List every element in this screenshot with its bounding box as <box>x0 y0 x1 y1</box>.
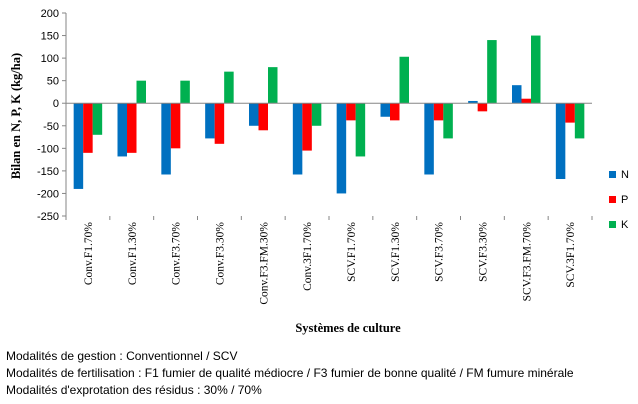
x-category-label: SCV.F3.FM.70% <box>521 222 533 302</box>
bar-P-7 <box>390 103 400 121</box>
bar-N-4 <box>249 103 259 126</box>
y-tick-label: -50 <box>43 121 59 133</box>
note-fertilisation: Modalités de fertilisation : F1 fumier d… <box>6 366 574 380</box>
y-tick-label: -100 <box>37 143 59 155</box>
bar-P-3 <box>214 103 225 144</box>
x-category-label: SCV.3F1.70% <box>565 222 577 288</box>
bar-N-5 <box>292 103 303 175</box>
y-tick-label: -200 <box>37 188 59 200</box>
legend-label-N: N <box>621 169 629 181</box>
bar-N-7 <box>380 103 390 117</box>
bar-P-4 <box>258 103 268 131</box>
y-tick-label: 200 <box>41 8 59 20</box>
bar-N-2 <box>161 103 171 175</box>
bar-K-5 <box>311 103 322 126</box>
x-category-label: Conv.F3.FM.30% <box>258 222 270 305</box>
legend: N P K <box>609 169 629 231</box>
legend-label-P: P <box>621 194 628 206</box>
bar-N-1 <box>117 103 127 157</box>
bar-N-9 <box>468 100 478 104</box>
bar-N-0 <box>73 103 84 189</box>
x-category-label: SCV.F1.30% <box>390 222 402 282</box>
x-category-label: Conv.3F1.70% <box>302 222 314 291</box>
bar-N-6 <box>336 103 347 194</box>
y-axis-title: Bilan en N, P, K (kg/ha) <box>9 53 23 179</box>
bar-K-10 <box>531 35 541 104</box>
bar-K-7 <box>399 56 409 104</box>
y-tick-label: 50 <box>47 76 59 88</box>
bar-N-8 <box>424 103 434 175</box>
bar-P-5 <box>302 103 312 151</box>
x-category-label: SCV.F1.70% <box>346 222 358 282</box>
y-tick-label: 100 <box>41 53 59 65</box>
legend-swatch-K <box>609 221 616 228</box>
bar-P-8 <box>433 103 444 121</box>
y-axis-ticks: -250 -200 -150 -100 -50 0 50 100 150 200 <box>37 8 66 223</box>
bar-K-1 <box>136 80 146 104</box>
x-category-label: SCV.F3.70% <box>434 222 446 282</box>
bar-P-9 <box>477 103 488 112</box>
x-category-label: SCV.F3.30% <box>477 222 489 282</box>
x-axis-categories: Conv.F1.70% Conv.F1.30% Conv.F3.70% Conv.F3… <box>65 216 593 305</box>
bar-K-4 <box>268 67 278 104</box>
bar-P-10 <box>521 98 531 104</box>
bar-P-0 <box>83 103 93 153</box>
bar-K-3 <box>224 71 234 104</box>
note-management: Modalités de gestion : Conventionnel / S… <box>6 349 238 363</box>
bar-K-6 <box>355 103 366 157</box>
bar-K-0 <box>92 103 103 135</box>
y-tick-label: -250 <box>37 211 59 223</box>
bar-K-9 <box>487 40 497 104</box>
bar-N-3 <box>205 103 215 139</box>
legend-swatch-N <box>609 171 616 178</box>
x-category-label: Conv.F1.70% <box>83 222 95 286</box>
legend-swatch-P <box>609 196 616 203</box>
bars <box>73 35 585 194</box>
legend-label-K: K <box>621 219 629 231</box>
axes <box>65 13 592 216</box>
x-category-label: Conv.F3.30% <box>214 222 226 286</box>
bar-K-11 <box>574 103 585 139</box>
notes: Modalités de gestion : Conventionnel / S… <box>6 348 574 399</box>
bar-N-10 <box>512 85 522 104</box>
y-tick-label: -150 <box>37 166 59 178</box>
bar-K-8 <box>443 103 453 139</box>
note-residues: Modalités d'exprotation des résidus : 30… <box>6 383 262 397</box>
y-tick-label: 150 <box>41 31 59 43</box>
x-category-label: Conv.F1.30% <box>127 222 139 286</box>
bar-P-11 <box>565 103 575 123</box>
x-category-label: Conv.F3.70% <box>171 222 183 286</box>
bar-P-2 <box>170 103 181 149</box>
y-tick-label: 0 <box>53 98 59 110</box>
bar-N-11 <box>555 103 566 180</box>
bar-P-1 <box>127 103 137 153</box>
bar-K-2 <box>180 80 190 104</box>
bar-chart: -250 -200 -150 -100 -50 0 50 100 150 200 Conv.F1.… <box>9 8 629 335</box>
bar-P-6 <box>346 103 356 121</box>
x-axis-title: Systèmes de culture <box>295 321 401 335</box>
